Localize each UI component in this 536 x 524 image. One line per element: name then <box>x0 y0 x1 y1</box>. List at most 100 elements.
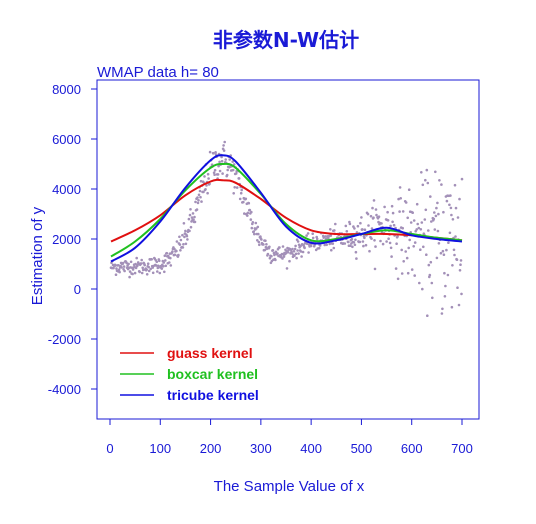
chart-subtitle: WMAP data h= 80 <box>97 64 219 81</box>
scatter-point <box>206 172 210 176</box>
scatter-point <box>146 262 150 266</box>
scatter-point <box>421 287 424 291</box>
legend-label-boxcar-kernel: boxcar kernel <box>167 366 258 382</box>
scatter-point <box>306 232 310 235</box>
scatter-point <box>458 269 462 272</box>
scatter-point <box>169 256 172 260</box>
scatter-point <box>218 169 222 173</box>
scatter-point <box>425 253 428 256</box>
scatter-point <box>175 249 178 253</box>
scatter-point <box>138 270 141 274</box>
scatter-point <box>213 173 216 176</box>
scatter-point <box>309 244 313 248</box>
scatter-point <box>173 247 176 251</box>
scatter-point <box>427 263 431 267</box>
scatter-point <box>131 272 134 276</box>
scatter-point <box>141 268 145 272</box>
scatter-point <box>369 214 373 218</box>
scatter-point <box>430 281 434 285</box>
scatter-point <box>441 307 444 311</box>
scatter-point <box>329 234 333 237</box>
scatter-point <box>250 210 253 214</box>
x-axis-label: The Sample Value of x <box>214 478 365 495</box>
scatter-point <box>448 203 451 207</box>
scatter-point <box>193 220 197 224</box>
scatter-point <box>121 261 125 265</box>
x-tick-label-100: 100 <box>149 441 171 456</box>
scatter-point <box>214 151 217 154</box>
scatter-point <box>122 265 126 268</box>
scatter-point <box>155 264 158 267</box>
scatter-point <box>409 221 413 224</box>
series-line-tricube-kernel <box>110 154 463 263</box>
y-axis-label: Estimation of y <box>29 206 46 305</box>
curve-layer <box>110 154 463 263</box>
scatter-point <box>317 246 321 250</box>
scatter-point <box>353 243 357 247</box>
scatter-point <box>387 237 390 240</box>
scatter-point <box>323 243 327 247</box>
scatter-point <box>399 197 403 200</box>
scatter-point <box>396 235 399 238</box>
scatter-point <box>262 243 265 246</box>
scatter-point <box>156 266 160 270</box>
scatter-point <box>456 216 460 219</box>
legend-label-tricube-kernel: tricube kernel <box>167 387 259 403</box>
scatter-point <box>380 222 383 225</box>
y-tick-label-8000: 8000 <box>52 82 81 97</box>
scatter-point <box>345 230 349 233</box>
scatter-point <box>426 181 430 185</box>
scatter-point <box>292 250 296 253</box>
scatter-point <box>355 257 358 260</box>
scatter-point <box>157 264 160 268</box>
scatter-point <box>163 254 167 257</box>
scatter-point <box>173 253 177 257</box>
scatter-point <box>273 253 276 257</box>
scatter-point <box>425 168 429 172</box>
scatter-point <box>440 312 444 315</box>
scatter-point <box>451 264 454 267</box>
scatter-point <box>164 264 168 268</box>
scatter-point <box>364 243 368 247</box>
scatter-point <box>377 215 381 218</box>
scatter-point <box>353 227 356 230</box>
scatter-point <box>443 295 447 298</box>
scatter-point <box>233 186 236 189</box>
scatter-point <box>187 217 191 221</box>
scatter-point <box>171 250 174 253</box>
scatter-point <box>231 168 235 172</box>
scatter-point <box>370 227 374 230</box>
scatter-point <box>443 271 446 275</box>
scatter-point <box>265 243 268 246</box>
scatter-point <box>427 229 430 232</box>
scatter-point <box>325 243 329 247</box>
scatter-point <box>295 256 298 260</box>
scatter-point <box>372 216 375 219</box>
scatter-point <box>276 252 279 255</box>
scatter-point <box>178 243 182 246</box>
scatter-point <box>248 208 252 212</box>
scatter-point <box>212 152 215 155</box>
scatter-point <box>252 230 256 233</box>
scatter-point <box>386 210 389 214</box>
scatter-point <box>268 245 271 249</box>
scatter-point <box>367 224 370 227</box>
scatter-point <box>356 224 360 228</box>
scatter-point <box>333 229 336 232</box>
scatter-point <box>300 255 303 258</box>
scatter-point <box>202 190 205 194</box>
scatter-point <box>257 232 260 236</box>
scatter-point <box>178 235 181 239</box>
scatter-point <box>419 228 423 231</box>
scatter-point <box>117 264 120 267</box>
scatter-point <box>196 196 199 199</box>
axis-layer: 0 100 200 300 400 500 600 700 -4000 -2000 0 2000 400… <box>48 82 473 456</box>
scatter-point <box>194 200 197 204</box>
scatter-point <box>389 224 392 228</box>
scatter-point <box>158 259 161 263</box>
scatter-point <box>322 236 326 239</box>
scatter-point <box>455 258 459 262</box>
scatter-point <box>344 224 348 228</box>
x-tick-label-600: 600 <box>401 441 423 456</box>
